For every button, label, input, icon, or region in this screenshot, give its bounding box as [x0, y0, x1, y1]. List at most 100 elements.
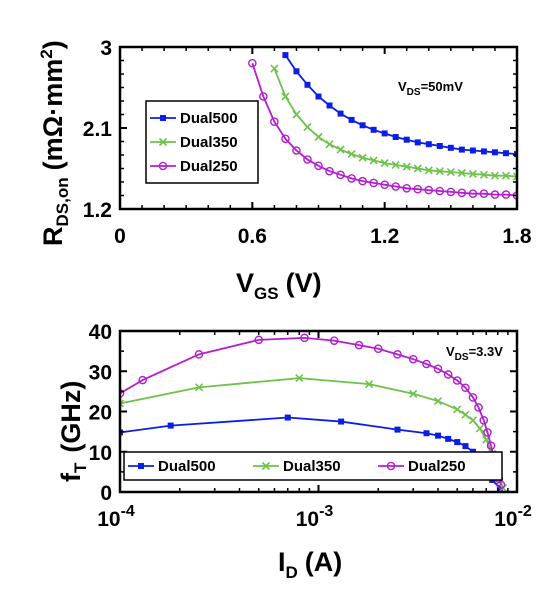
data-point [483, 428, 492, 437]
data-point [468, 416, 478, 425]
x-tick-label: 1.2 [370, 225, 399, 248]
x-tick-label: 10-4 [97, 503, 135, 531]
data-point [292, 110, 301, 119]
legend-box [123, 451, 503, 481]
data-point [300, 333, 309, 343]
series-line-dual250 [251, 62, 517, 197]
legend-marker [158, 161, 168, 171]
series-line-dual250 [120, 336, 502, 486]
annotation-vds: VDS=3.3V [446, 344, 503, 363]
data-point [282, 52, 289, 59]
data-point [365, 380, 374, 389]
data-point [474, 403, 483, 412]
y-axis-label: fT(GHz) [56, 381, 90, 482]
legend-item-dual500: Dual500 [128, 458, 216, 475]
data-point [293, 68, 300, 75]
data-point [337, 110, 344, 117]
y-tick-label: 40 [89, 321, 112, 344]
data-point [413, 184, 423, 194]
legend-label: Dual350 [180, 134, 238, 151]
series-line-dual500 [284, 54, 517, 155]
data-point [501, 171, 511, 180]
legend-item-dual350: Dual350 [150, 134, 238, 151]
legend-marker [138, 463, 144, 469]
data-point [435, 432, 442, 439]
data-point [167, 422, 174, 429]
data-point [381, 130, 388, 137]
data-point [436, 143, 443, 149]
y-tick-label: 0 [100, 482, 112, 505]
legend-label: Dual500 [158, 458, 216, 475]
data-point [325, 140, 334, 149]
data-point [314, 132, 323, 142]
data-point [325, 166, 334, 176]
legend-label: Dual500 [180, 110, 238, 127]
data-point [413, 164, 422, 173]
data-point [338, 418, 345, 425]
data-point [491, 149, 498, 156]
data-point [468, 169, 477, 178]
y-tick-label: 20 [89, 402, 112, 425]
x-tick-label: 0 [114, 225, 126, 248]
data-point [336, 170, 345, 180]
data-point [454, 439, 461, 446]
x-axis-label: VGS (V) [236, 268, 322, 303]
data-point [369, 178, 378, 188]
data-point [457, 168, 466, 178]
data-point [469, 147, 476, 154]
legend-marker [261, 461, 271, 471]
data-point [326, 102, 333, 109]
data-point [358, 153, 367, 162]
data-point [403, 136, 410, 143]
legend-marker [386, 461, 396, 471]
data-point [194, 383, 204, 392]
y-axis-label: RDS,on(mΩ·mm2) [37, 40, 72, 246]
data-point [281, 134, 290, 144]
data-point [414, 139, 421, 146]
data-point [433, 364, 443, 374]
rdson-vs-vgs-panel: 0 0.6 1.2 1.8 1.2 2.1 3 VDS=50mV Dual500 Dual35… [37, 37, 532, 303]
data-point [435, 167, 444, 176]
y-tick-label: 1.2 [83, 199, 112, 222]
data-point [496, 480, 506, 490]
x-tick-label: 0.6 [238, 225, 267, 248]
legend: Dual500 Dual350 Dual250 [145, 100, 259, 184]
data-point [380, 180, 389, 189]
x-tick-label: 1.8 [502, 225, 532, 248]
data-point [422, 359, 431, 369]
data-point [270, 64, 279, 73]
y-tick-label: 2.1 [83, 118, 113, 141]
data-point [303, 155, 312, 164]
data-point [292, 146, 301, 155]
data-point [393, 350, 402, 359]
data-point [479, 416, 489, 425]
data-point [120, 399, 125, 408]
data-point [479, 170, 488, 179]
legend-label: Dual350 [283, 458, 341, 475]
data-point [443, 370, 453, 379]
legend: Dual500 Dual350 Dual250 [123, 451, 503, 481]
legend-item-dual250: Dual250 [378, 458, 466, 475]
data-point [391, 182, 400, 191]
data-point [423, 430, 430, 437]
x-tick-label: 10-3 [296, 503, 334, 531]
y-tick-label: 10 [89, 442, 112, 465]
data-point [281, 92, 290, 101]
data-point [402, 183, 412, 193]
data-point [435, 186, 445, 196]
data-point [486, 441, 496, 451]
data-point [458, 146, 465, 153]
data-point [194, 350, 204, 359]
data-point [303, 123, 312, 132]
data-point [358, 176, 367, 186]
data-point [502, 150, 509, 157]
data-point [408, 354, 418, 364]
data-point [373, 344, 383, 354]
data-point [461, 383, 470, 393]
data-point [501, 190, 511, 199]
data-point [315, 93, 322, 100]
data-point [336, 145, 345, 154]
data-point [402, 162, 411, 171]
data-point [514, 151, 517, 158]
